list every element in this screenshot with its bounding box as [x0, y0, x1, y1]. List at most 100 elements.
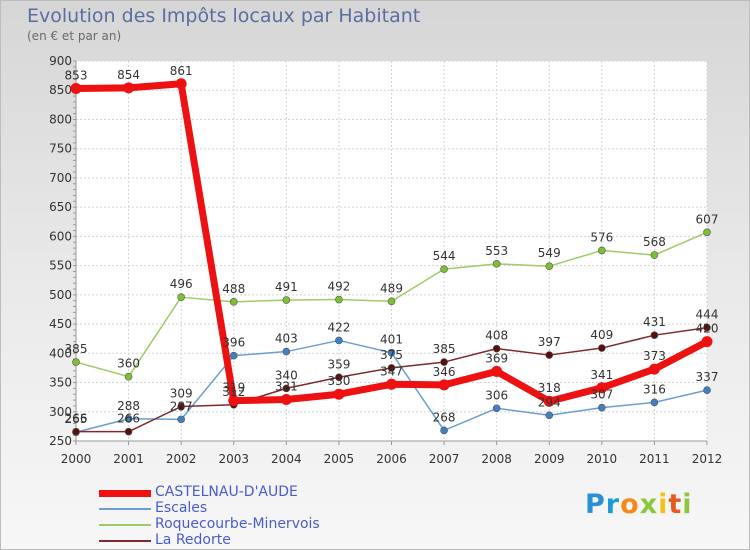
- y-tick-label: 600: [49, 229, 72, 243]
- chart-title: Evolution des Impôts locaux par Habitant: [27, 5, 421, 27]
- data-point-la-redorte: [440, 358, 448, 366]
- data-label-escales: 396: [222, 336, 245, 350]
- data-label-escales: 307: [590, 388, 613, 402]
- data-point-castelnau-d-aude: [491, 365, 503, 377]
- y-tick-label: 850: [49, 83, 72, 97]
- y-tick-label: 450: [49, 317, 72, 331]
- data-point-roquecourbe-minervois: [650, 251, 659, 259]
- data-label-roquecourbe-minervois: 607: [696, 212, 719, 226]
- x-tick-label: 2007: [429, 452, 460, 466]
- data-point-castelnau-d-aude: [228, 395, 240, 407]
- data-label-escales: 337: [696, 370, 719, 384]
- data-label-escales: 294: [538, 395, 561, 409]
- x-tick-label: 2012: [692, 452, 723, 466]
- data-point-la-redorte: [335, 373, 343, 382]
- data-label-roquecourbe-minervois: 553: [485, 244, 508, 258]
- data-label-la-redorte: 309: [170, 387, 193, 401]
- data-label-castelnau-d-aude: 346: [433, 365, 456, 379]
- y-tick-label: 400: [49, 346, 72, 360]
- data-point-roquecourbe-minervois: [72, 358, 80, 366]
- legend-swatch-escales: [99, 508, 151, 510]
- logo-letter: t: [668, 489, 683, 520]
- data-label-escales: 306: [485, 388, 508, 402]
- data-label-roquecourbe-minervois: 496: [170, 277, 193, 291]
- data-label-la-redorte: 444: [696, 308, 719, 322]
- logo-letter: r: [605, 489, 621, 520]
- data-point-la-redorte: [545, 351, 554, 359]
- legend-label-castelnau: CASTELNAU-D'AUDE: [155, 484, 298, 500]
- logo-letter: o: [620, 489, 640, 520]
- data-label-roquecourbe-minervois: 544: [433, 249, 456, 263]
- data-label-la-redorte: 375: [380, 348, 403, 362]
- data-point-la-redorte: [72, 427, 80, 436]
- data-point-castelnau-d-aude: [123, 82, 135, 94]
- data-point-la-redorte: [124, 427, 133, 436]
- data-point-la-redorte: [650, 331, 659, 339]
- x-tick-label: 2001: [113, 452, 144, 466]
- data-point-escales: [229, 351, 238, 360]
- data-point-la-redorte: [387, 364, 396, 372]
- x-tick-label: 2000: [61, 452, 92, 466]
- data-point-escales: [492, 404, 501, 413]
- data-point-castelnau-d-aude: [701, 336, 713, 348]
- data-point-la-redorte: [282, 384, 291, 393]
- data-label-castelnau-d-aude: 341: [590, 368, 613, 382]
- data-point-escales: [387, 348, 396, 357]
- data-label-escales: 316: [643, 382, 666, 396]
- data-label-roquecourbe-minervois: 488: [222, 282, 245, 296]
- data-label-roquecourbe-minervois: 360: [117, 357, 140, 371]
- x-tick-label: 2003: [218, 452, 249, 466]
- legend-label-roquecourbe: Roquecourbe-Minervois: [155, 516, 320, 532]
- y-tick-label: 650: [49, 200, 72, 214]
- y-tick-label: 300: [49, 405, 72, 419]
- y-tick-label: 750: [49, 142, 72, 156]
- data-point-escales: [545, 411, 554, 420]
- data-point-roquecourbe-minervois: [545, 262, 554, 271]
- chart-subtitle: (en € et par an): [27, 29, 122, 43]
- data-point-la-redorte: [177, 402, 185, 411]
- data-point-roquecourbe-minervois: [229, 298, 238, 306]
- data-label-castelnau-d-aude: 854: [117, 68, 140, 82]
- logo-letter: i: [682, 489, 693, 520]
- data-point-escales: [177, 415, 185, 424]
- data-point-roquecourbe-minervois: [177, 293, 185, 301]
- data-point-roquecourbe-minervois: [387, 297, 396, 306]
- data-point-escales: [124, 414, 133, 423]
- data-point-roquecourbe-minervois: [440, 265, 448, 273]
- data-point-castelnau-d-aude: [543, 395, 555, 407]
- legend-swatch-la-redorte: [99, 540, 151, 542]
- data-point-escales: [598, 403, 606, 412]
- x-tick-label: 2005: [324, 452, 355, 466]
- data-point-roquecourbe-minervois: [282, 296, 291, 304]
- data-label-escales: 288: [117, 399, 140, 413]
- x-tick-label: 2004: [271, 452, 302, 466]
- x-tick-label: 2009: [534, 452, 565, 466]
- data-label-castelnau-d-aude: 318: [538, 381, 561, 395]
- data-label-roquecourbe-minervois: 549: [538, 246, 561, 260]
- data-point-escales: [650, 398, 659, 407]
- data-point-roquecourbe-minervois: [492, 260, 501, 268]
- data-point-castelnau-d-aude: [175, 78, 187, 90]
- data-label-castelnau-d-aude: 420: [696, 322, 719, 336]
- data-point-roquecourbe-minervois: [703, 228, 711, 237]
- data-point-roquecourbe-minervois: [124, 372, 133, 381]
- data-label-roquecourbe-minervois: 568: [643, 235, 666, 249]
- data-label-la-redorte: 397: [538, 335, 561, 349]
- y-tick-label: 550: [49, 259, 72, 273]
- data-label-la-redorte: 409: [590, 328, 613, 342]
- x-tick-label: 2002: [166, 452, 197, 466]
- data-point-castelnau-d-aude: [70, 82, 82, 94]
- y-tick-label: 900: [49, 54, 72, 68]
- logo-letter: P: [585, 489, 606, 520]
- data-label-roquecourbe-minervois: 492: [327, 280, 350, 294]
- data-label-castelnau-d-aude: 853: [65, 68, 88, 82]
- y-tick-label: 800: [49, 112, 72, 126]
- data-label-castelnau-d-aude: 861: [170, 64, 193, 78]
- data-point-castelnau-d-aude: [280, 393, 292, 405]
- data-label-escales: 287: [170, 399, 193, 413]
- legend-swatch-roquecourbe: [99, 524, 151, 526]
- legend-label-la-redorte: La Redorte: [155, 532, 231, 548]
- data-point-la-redorte: [598, 344, 606, 352]
- y-tick-label: 500: [49, 288, 72, 302]
- data-point-escales: [703, 386, 711, 394]
